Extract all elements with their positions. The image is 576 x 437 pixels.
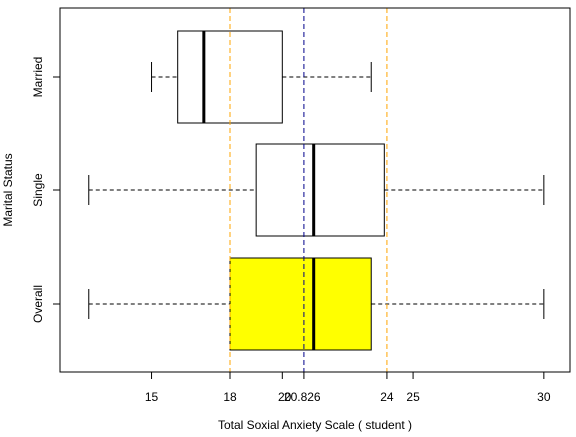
- plot-area: [88, 8, 545, 372]
- iqr-box-single: [255, 143, 385, 237]
- x-tick-label-6: 30: [537, 390, 551, 404]
- y-tick-label-single: Single: [31, 173, 45, 207]
- iqr-box-overall: [229, 257, 372, 351]
- box-single: [88, 143, 545, 237]
- box-married: [151, 30, 372, 124]
- y-axis: Married Single Overall: [31, 57, 60, 323]
- y-axis-title: Marital Status: [1, 153, 15, 226]
- x-tick-label-0: 15: [145, 390, 159, 404]
- x-tick-label-5: 25: [406, 390, 420, 404]
- x-tick-label-3: 20.826: [284, 390, 321, 404]
- x-tick-label-4: 24: [380, 390, 394, 404]
- x-tick-label-1: 18: [223, 390, 237, 404]
- x-tick-label-2: 20: [278, 390, 292, 404]
- y-tick-label-married: Married: [31, 57, 45, 98]
- x-axis-title: Total Soxial Anxiety Scale ( student ): [218, 418, 412, 432]
- y-tick-label-overall: Overall: [31, 285, 45, 323]
- box-overall: [88, 257, 545, 351]
